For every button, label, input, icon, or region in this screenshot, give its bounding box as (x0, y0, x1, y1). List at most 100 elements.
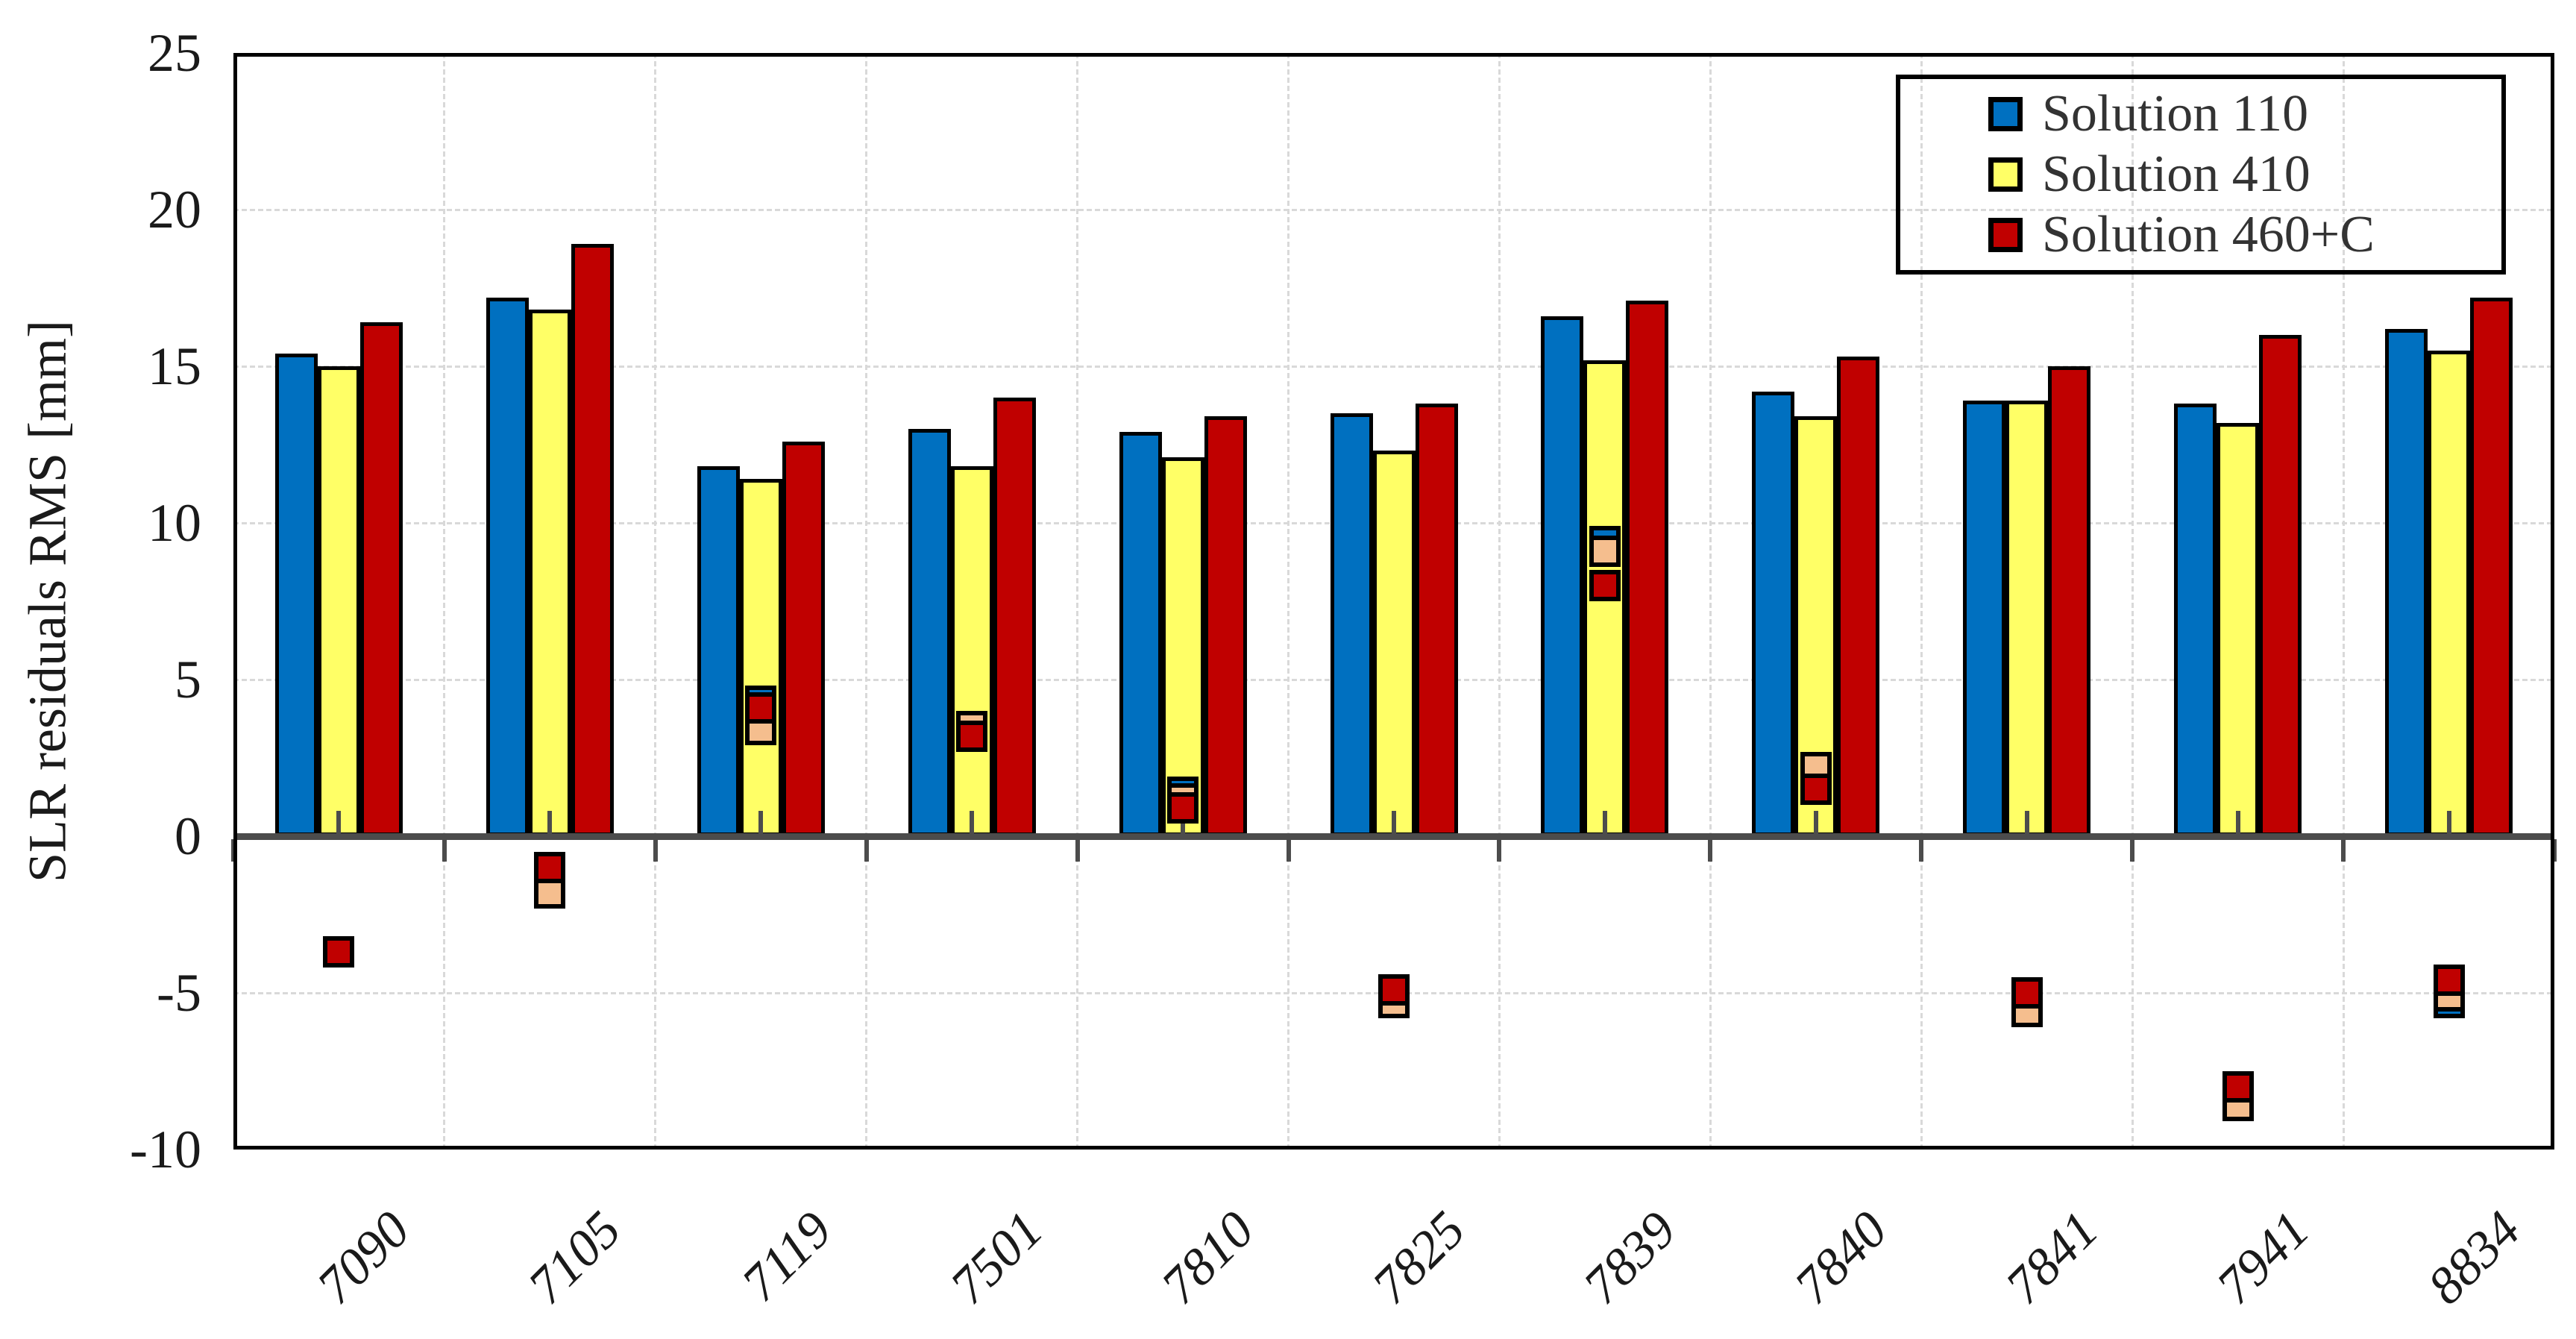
plot-border-right (2551, 53, 2554, 1150)
x-tick-label-7841: 7841 (1994, 1200, 2110, 1316)
bar-solution-460-c-7119 (782, 441, 825, 836)
bar-solution-460-c-7810 (1204, 416, 1247, 836)
y-tick-label--10: -10 (130, 1120, 201, 1179)
center-tick-7825 (1392, 811, 1396, 833)
bar-solution-460-c-7841 (2048, 366, 2091, 836)
h-gridline-20 (233, 208, 2554, 211)
plot-border-left (233, 53, 237, 1150)
y-axis-title-text: SLR residuals RMS [mm] (17, 319, 78, 883)
bar-solution-110-7501 (908, 429, 951, 836)
y-tick-label-0: 0 (175, 806, 201, 866)
h-gridline-15 (233, 365, 2554, 368)
x-tick-label-7840: 7840 (1783, 1200, 1899, 1316)
center-tick-7839 (1602, 811, 1607, 833)
center-tick-8834 (2446, 811, 2451, 833)
boundary-tick-2 (653, 839, 658, 862)
boundary-tick-5 (1286, 839, 1291, 862)
x-tick-label-7501: 7501 (940, 1200, 1055, 1316)
marker-red-8834 (2433, 965, 2465, 997)
bar-solution-410-7825 (1372, 451, 1416, 836)
legend-entry-solution-110: Solution 110 (1988, 84, 2501, 144)
v-gridline-4 (1076, 53, 1079, 1150)
x-tick-label-7119: 7119 (731, 1200, 844, 1313)
bar-solution-410-7090 (317, 366, 360, 836)
bar-solution-110-7825 (1330, 413, 1373, 836)
bar-solution-410-7501 (950, 466, 993, 836)
bar-solution-460-c-8834 (2470, 297, 2513, 836)
y-tick-label-10: 10 (148, 493, 201, 553)
v-gridline-6 (1498, 53, 1501, 1150)
y-tick-label-25: 25 (148, 23, 201, 83)
boundary-tick-10 (2341, 839, 2346, 862)
boundary-tick-3 (864, 839, 869, 862)
bar-solution-110-7119 (697, 466, 740, 836)
marker-red-7825 (1378, 973, 1410, 1006)
bar-solution-110-8834 (2385, 328, 2428, 836)
v-gridline-8 (1920, 53, 1923, 1150)
center-tick-7090 (336, 811, 342, 833)
center-tick-7941 (2235, 811, 2240, 833)
center-tick-7105 (547, 811, 553, 833)
legend-entry-solution-460-c: Solution 460+C (1988, 205, 2501, 265)
v-gridline-10 (2342, 53, 2345, 1150)
bar-solution-410-8834 (2428, 351, 2471, 836)
legend-entry-solution-410: Solution 410 (1988, 145, 2501, 204)
bar-solution-460-c-7501 (993, 398, 1036, 836)
x-axis-line (233, 833, 2554, 840)
marker-red-7501 (956, 720, 988, 752)
marker-red-7105 (534, 852, 566, 883)
bar-solution-110-7810 (1119, 432, 1162, 836)
marker-red-7090 (323, 936, 355, 968)
y-tick-label-15: 15 (148, 336, 201, 396)
boundary-tick-9 (2130, 839, 2135, 862)
marker-red-7810 (1167, 792, 1199, 824)
center-tick-7119 (758, 811, 764, 833)
plot-border-top (233, 53, 2554, 57)
bar-solution-110-7090 (274, 354, 318, 836)
bar-solution-110-7105 (486, 297, 529, 836)
v-gridline-7 (1709, 53, 1712, 1150)
center-tick-7501 (970, 811, 975, 833)
boundary-tick-7 (1708, 839, 1713, 862)
y-tick-label-20: 20 (148, 180, 201, 239)
bar-solution-110-7941 (2174, 404, 2217, 836)
bar-solution-110-7840 (1752, 391, 1795, 836)
bar-solution-460-c-7941 (2259, 335, 2302, 836)
x-tick-label-7941: 7941 (2205, 1200, 2320, 1316)
legend-swatch-solution-460-c (1988, 218, 2023, 253)
plot-area: Solution 110 Solution 410 Solution 460+C (231, 53, 2557, 1150)
marker-red-7840 (1800, 774, 1832, 805)
x-tick-label-7825: 7825 (1361, 1200, 1477, 1316)
boundary-tick-6 (1497, 839, 1502, 862)
legend-swatch-solution-110 (1988, 96, 2023, 131)
bar-solution-110-7841 (1963, 401, 2006, 836)
v-gridline-9 (2131, 53, 2134, 1150)
legend-swatch-solution-410 (1988, 157, 2023, 192)
plot-border-bottom (233, 1146, 2554, 1150)
y-tick-label-5: 5 (175, 650, 201, 709)
bar-solution-410-7841 (2005, 401, 2049, 836)
legend: Solution 110 Solution 410 Solution 460+C (1896, 75, 2506, 275)
bar-solution-410-7105 (528, 310, 571, 836)
bar-solution-110-7839 (1541, 316, 1584, 836)
v-gridline-1 (443, 53, 446, 1150)
v-gridline-2 (654, 53, 657, 1150)
boundary-tick-1 (442, 839, 447, 862)
x-tick-label-7839: 7839 (1572, 1200, 1688, 1316)
legend-label-solution-460-c: Solution 460+C (2042, 206, 2375, 264)
bar-solution-410-7119 (739, 479, 782, 836)
v-gridline-3 (865, 53, 868, 1150)
marker-red-7841 (2011, 977, 2043, 1009)
v-gridline-5 (1287, 53, 1290, 1150)
boundary-tick-8 (1919, 839, 1924, 862)
x-tick-label-7090: 7090 (307, 1200, 421, 1316)
legend-label-solution-410: Solution 410 (2042, 145, 2310, 203)
bar-solution-460-c-7090 (359, 322, 403, 836)
marker-red-7941 (2222, 1071, 2254, 1103)
x-tick-label-7810: 7810 (1150, 1200, 1266, 1316)
bar-solution-460-c-7839 (1626, 300, 1669, 836)
boundary-tick-4 (1075, 839, 1080, 862)
y-tick-label--5: -5 (157, 963, 201, 1023)
center-tick-7840 (1813, 811, 1818, 833)
